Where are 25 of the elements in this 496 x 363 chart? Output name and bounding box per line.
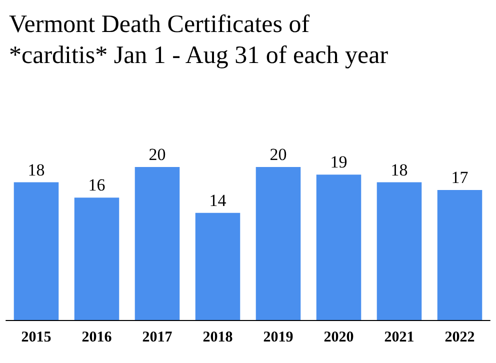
data-label: 18: [28, 160, 45, 180]
bar: [134, 167, 180, 320]
bar: [195, 212, 240, 320]
data-label: 14: [209, 190, 227, 210]
data-label: 20: [148, 145, 166, 164]
bar: [316, 174, 362, 320]
x-tick-label: 2021: [384, 330, 414, 346]
x-tick-label: 2017: [142, 330, 173, 346]
data-label: 19: [330, 152, 348, 172]
x-tick-label: 2022: [444, 330, 475, 346]
bar: [14, 182, 59, 320]
chart-title: Vermont Death Certificates of *carditis* Jan 1 - Aug 31 of each year: [9, 11, 389, 69]
x-tick-label: 2020: [324, 330, 354, 346]
bar: [256, 167, 301, 320]
bar: [376, 182, 422, 320]
x-tick-label: 2015: [21, 330, 52, 346]
x-tick-label: 2019: [263, 330, 294, 346]
data-label: 17: [451, 168, 469, 187]
bar: [437, 190, 482, 320]
x-tick-label: 2018: [202, 330, 233, 346]
data-label: 16: [88, 176, 106, 195]
data-label: 20: [270, 145, 287, 164]
data-label: 18: [390, 160, 408, 180]
x-tick-label: 2016: [82, 330, 112, 346]
bar: [74, 198, 120, 320]
